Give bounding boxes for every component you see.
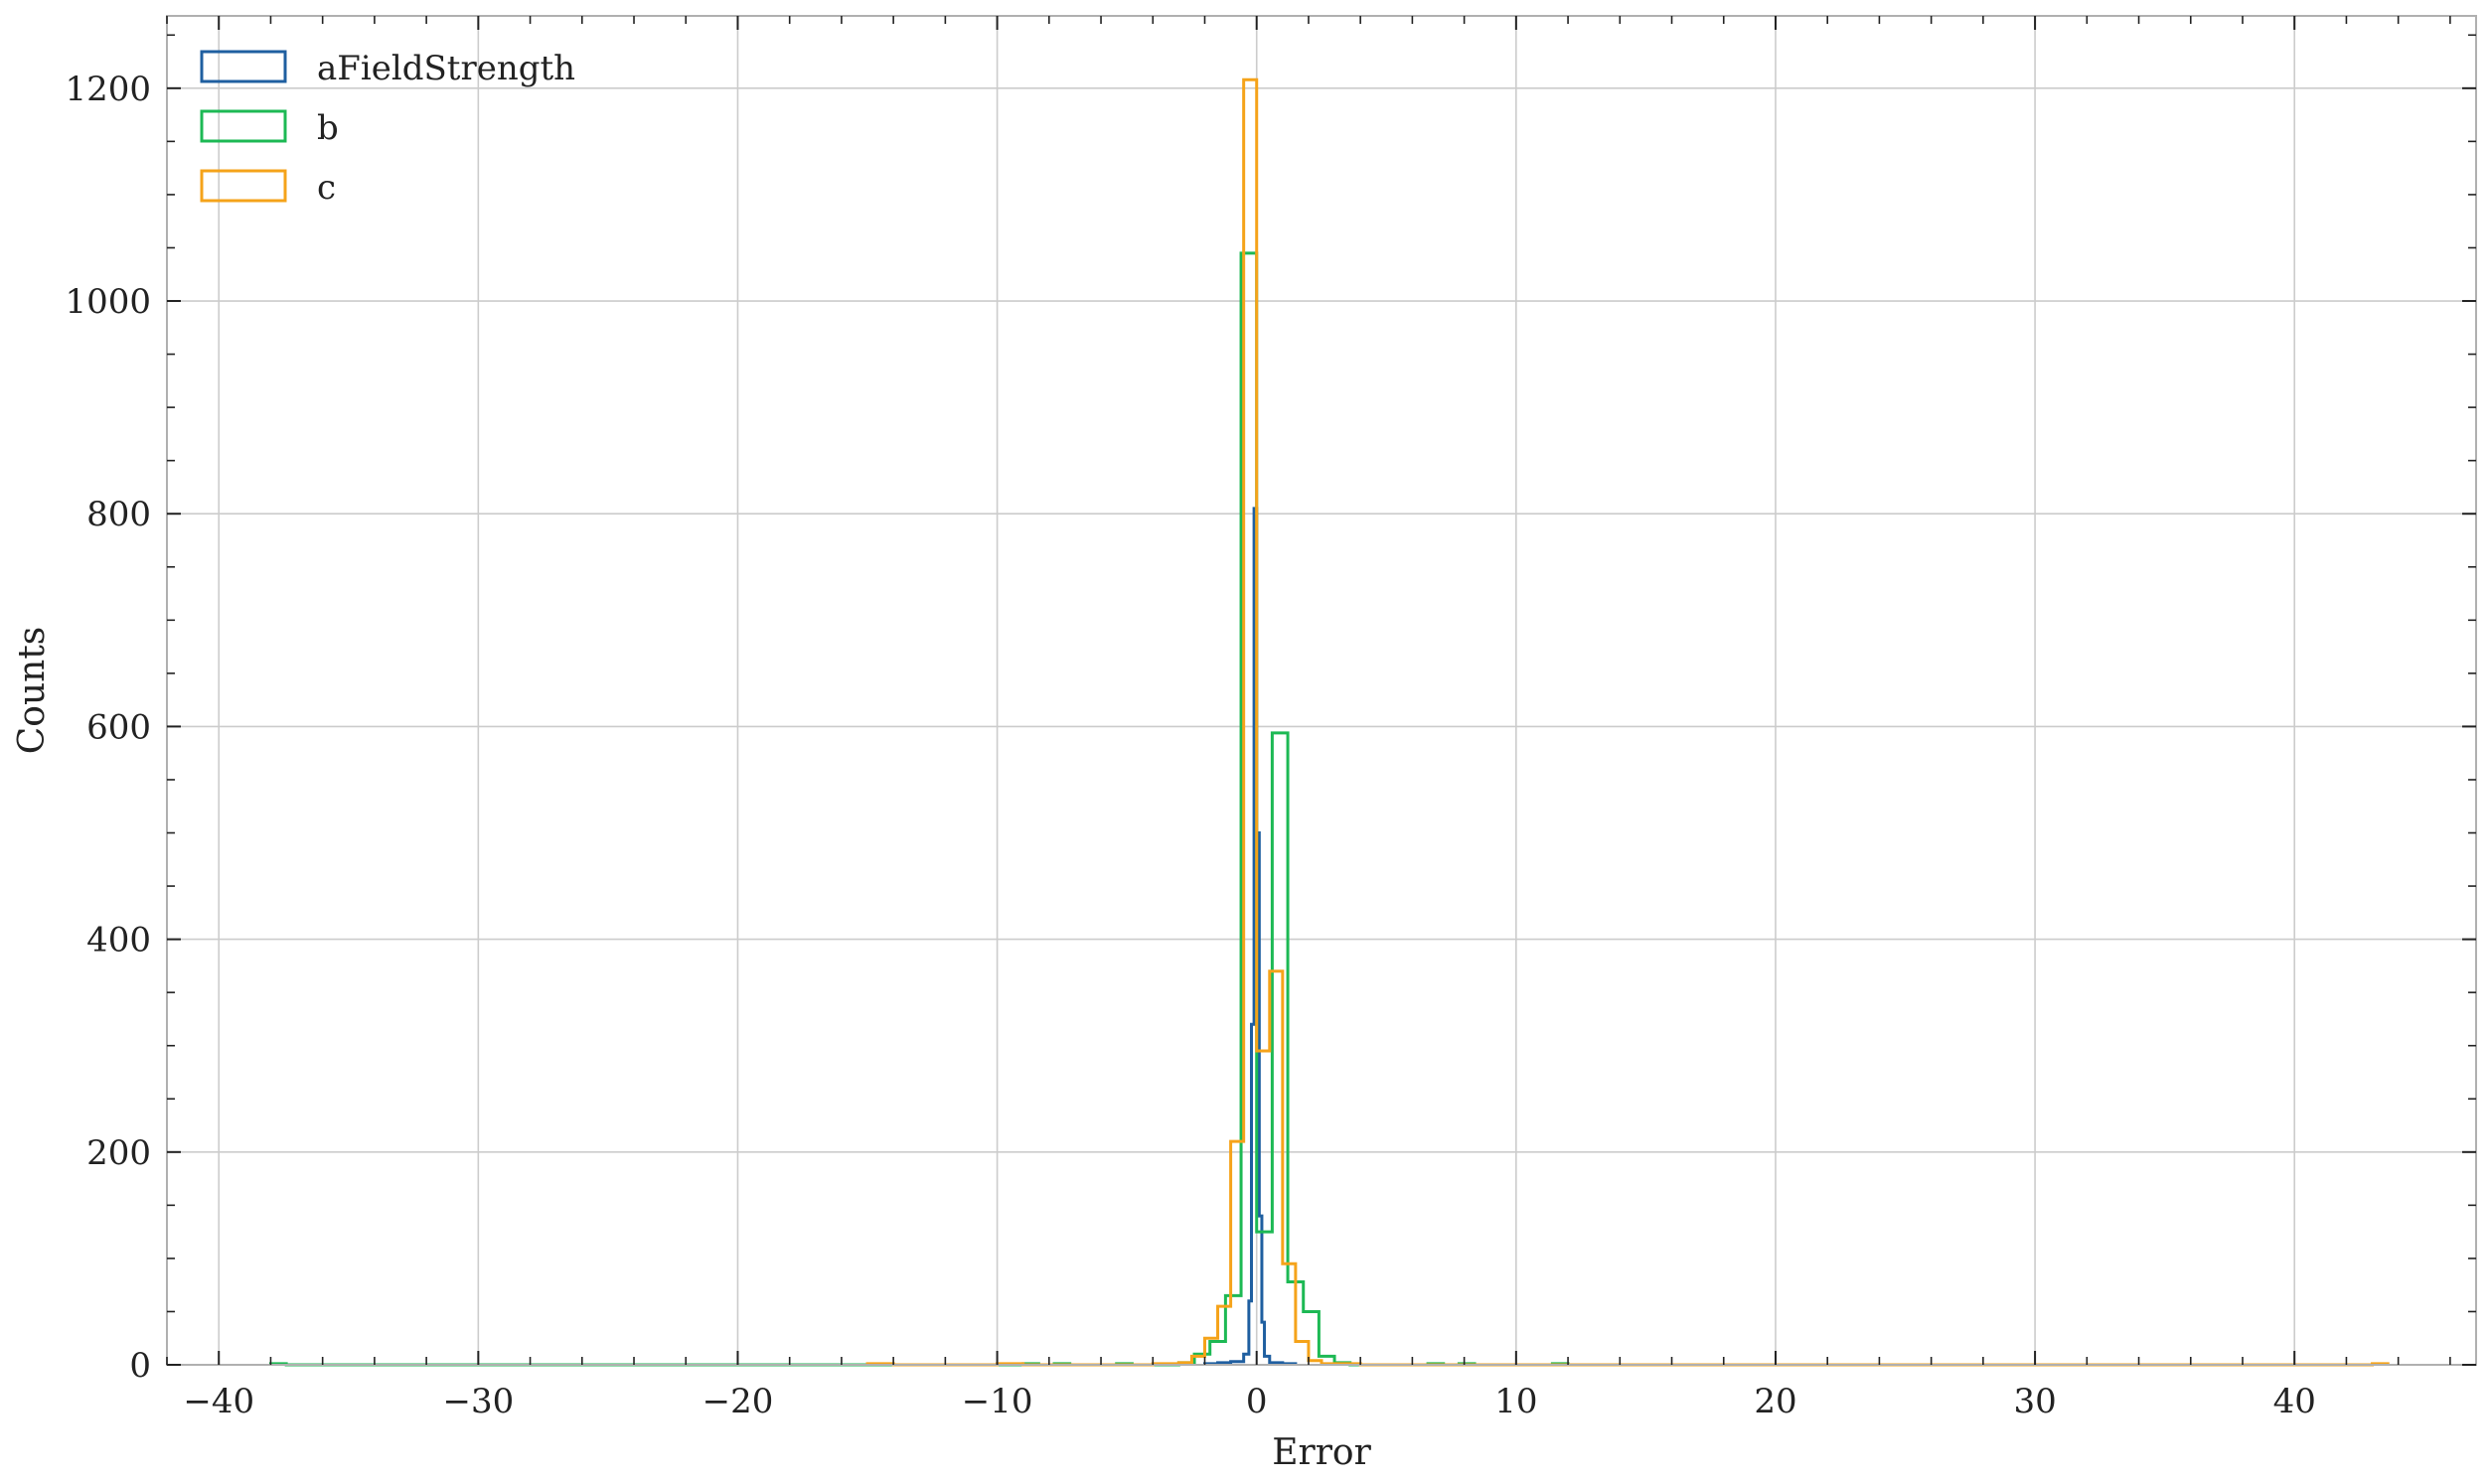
x-axis-label: Error xyxy=(1272,1432,1371,1473)
legend-label: c xyxy=(317,168,336,208)
x-tick-label: −40 xyxy=(183,1382,254,1421)
legend-swatch xyxy=(200,50,287,83)
y-tick-label: 0 xyxy=(129,1346,151,1386)
y-tick-labels: 0 200 400 600 800 1000 1200 xyxy=(65,70,151,1386)
legend-swatch xyxy=(200,169,287,203)
x-tick-labels: −40 −30 −20 −10 0 10 20 30 40 xyxy=(183,1382,2316,1421)
y-tick-label: 400 xyxy=(86,921,151,961)
y-tick-label: 800 xyxy=(86,495,151,534)
x-tick-label: 0 xyxy=(1246,1382,1268,1421)
y-tick-label: 600 xyxy=(86,707,151,747)
x-tick-label: 30 xyxy=(2013,1382,2056,1421)
x-tick-label: 20 xyxy=(1754,1382,1796,1421)
x-tick-label: −30 xyxy=(442,1382,514,1421)
y-axis-label: Counts xyxy=(12,627,53,755)
x-tick-label: −20 xyxy=(702,1382,774,1421)
legend-label: aFieldStrength xyxy=(317,49,575,88)
y-tick-label: 1200 xyxy=(65,70,151,109)
legend-label: b xyxy=(317,108,339,148)
legend: aFieldStrength bc xyxy=(200,49,575,208)
y-tick-label: 200 xyxy=(86,1133,151,1173)
legend-swatch xyxy=(200,109,287,143)
x-tick-label: 40 xyxy=(2273,1382,2316,1421)
x-tick-label: −10 xyxy=(962,1382,1033,1421)
axis-ticks xyxy=(166,16,2476,1366)
x-tick-label: 10 xyxy=(1494,1382,1537,1421)
y-tick-label: 1000 xyxy=(65,282,151,322)
plot-frame xyxy=(166,15,2477,1366)
